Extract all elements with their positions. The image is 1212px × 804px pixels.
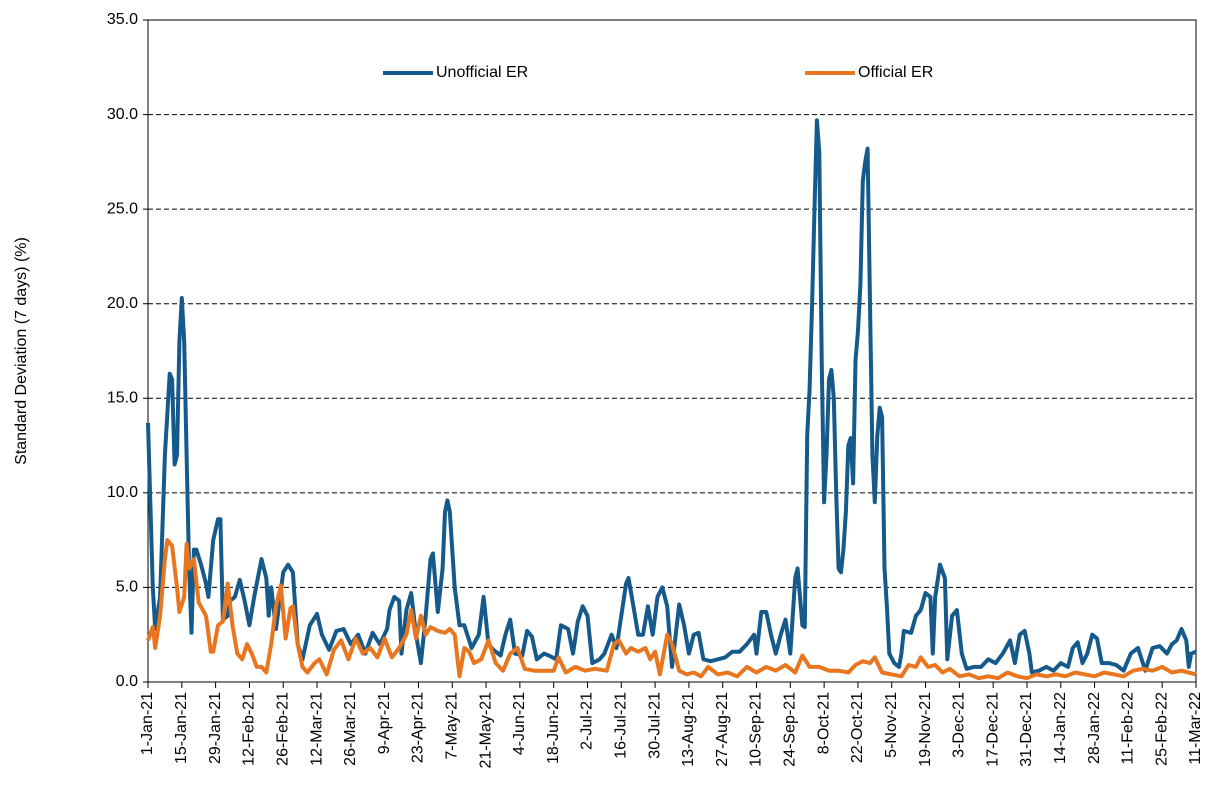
x-tick-label: 23-Apr-21 [410,692,427,763]
plot-border [147,19,1197,683]
x-tick-label: 5-Nov-21 [883,692,900,758]
legend-label: Official ER [858,64,933,81]
x-tick-label: 1-Jan-21 [139,692,156,755]
x-tick-label: 26-Mar-21 [342,692,359,766]
x-tick-label: 29-Jan-21 [207,692,224,764]
x-tick-label: 26-Feb-21 [274,692,291,766]
x-tick-label: 27-Aug-21 [714,692,731,767]
y-tick-label: 20.0 [107,295,138,312]
series-line [146,538,1197,681]
y-tick-label: 30.0 [107,106,138,123]
y-tick-label: 0.0 [116,673,138,690]
x-tick-label: 22-Oct-21 [849,692,866,763]
x-tick-label: 12-Mar-21 [308,692,325,766]
x-tick-label: 12-Feb-21 [241,692,258,766]
x-tick-label: 14-Jan-22 [1052,692,1069,764]
x-tick-label: 30-Jul-21 [646,692,663,759]
x-tick-label: 15-Jan-21 [173,692,190,764]
x-tick-label: 21-May-21 [477,692,494,769]
x-tick-label: 16-Jul-21 [613,692,630,759]
x-tick-label: 31-Dec-21 [1018,692,1035,767]
x-tick-label: 3-Dec-21 [951,692,968,758]
x-tick-label: 11-Feb-22 [1120,692,1137,765]
x-tick-label: 4-Jun-21 [511,692,528,755]
y-tick-label: 10.0 [107,484,138,501]
x-tick-label: 13-Aug-21 [680,692,697,767]
series-line [146,118,1197,675]
y-tick-label: 5.0 [116,579,138,596]
x-tick-label: 18-Jun-21 [545,692,562,764]
x-tick-label: 25-Feb-22 [1153,692,1170,766]
y-tick-label: 15.0 [107,390,138,407]
x-tick-label: 9-Apr-21 [376,692,393,754]
x-tick-label: 19-Nov-21 [917,692,934,767]
x-tick-label: 2-Jul-21 [579,692,596,750]
x-tick-label: 8-Oct-21 [815,692,832,754]
x-tick-label: 10-Sep-21 [748,692,765,767]
y-axis-label: Standard Deviation (7 days) (%) [13,237,30,465]
y-tick-label: 25.0 [107,200,138,217]
x-tick-label: 28-Jan-22 [1086,692,1103,764]
x-tick-label: 11-Mar-22 [1187,692,1204,765]
x-tick-label: 24-Sep-21 [782,692,799,767]
y-tick-label: 35.0 [107,11,138,28]
x-tick-label: 7-May-21 [443,692,460,760]
x-tick-label: 17-Dec-21 [984,692,1001,767]
legend-label: Unofficial ER [436,64,528,81]
